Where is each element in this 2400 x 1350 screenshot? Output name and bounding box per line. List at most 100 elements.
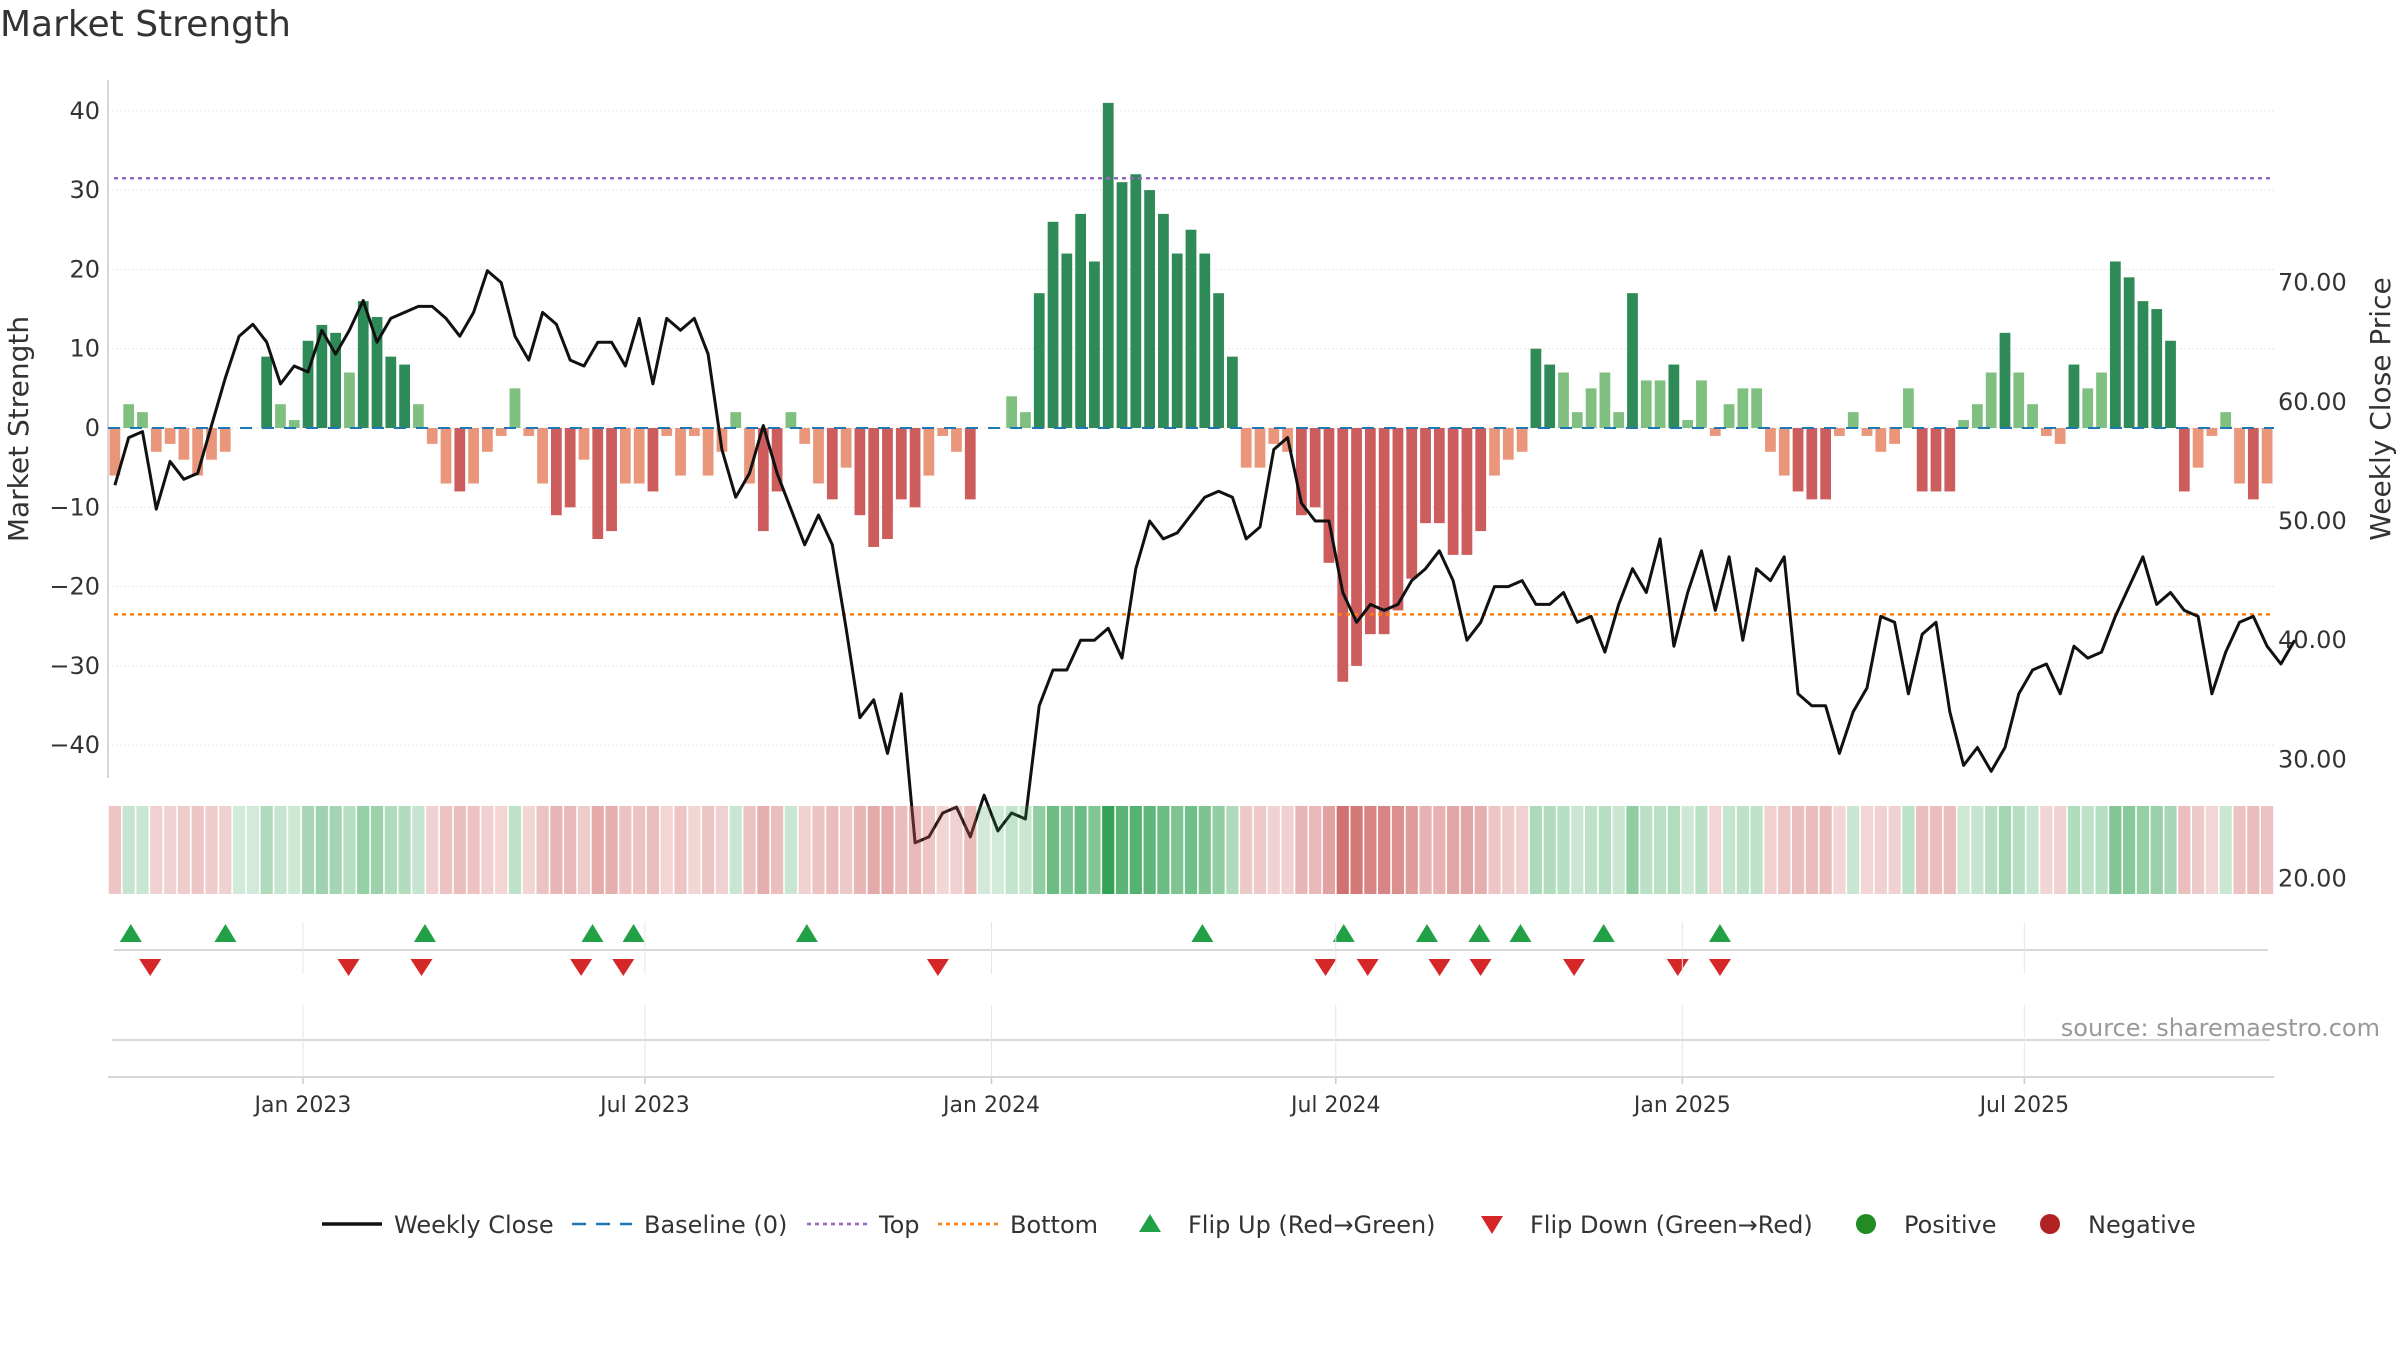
y-tick-label: −40 — [49, 731, 100, 759]
strength-bar — [178, 428, 190, 460]
strength-bar — [1516, 428, 1528, 452]
heat-strip-cell — [495, 806, 508, 894]
legend-label: Negative — [2088, 1211, 2196, 1239]
strength-bar — [1433, 428, 1445, 524]
strength-bar — [1199, 253, 1211, 428]
heat-strip-cell — [1295, 806, 1308, 894]
strength-bar — [1723, 404, 1735, 428]
flip-down-marker — [337, 959, 360, 976]
heat-strip-cell — [426, 806, 439, 894]
flip-up-marker — [1509, 924, 1532, 942]
strength-bar — [1861, 428, 1873, 436]
strength-bar — [275, 404, 286, 428]
heat-strip-cell — [964, 806, 977, 894]
heat-strip-cell — [1598, 806, 1611, 894]
x-tick-label: Jul 2024 — [1289, 1093, 1381, 1118]
strength-bar — [1240, 428, 1252, 468]
strength-bar — [206, 428, 217, 460]
y-right-tick-label: 30.00 — [2278, 745, 2347, 773]
strength-bar — [1654, 380, 1666, 428]
legend-label: Positive — [1904, 1211, 1997, 1239]
flip-up-marker — [119, 924, 142, 942]
heat-strip-cell — [1764, 806, 1777, 894]
strength-bar — [426, 428, 438, 444]
heat-strip-cell — [177, 806, 190, 894]
heat-strip-cell — [1653, 806, 1667, 894]
strength-bar — [1820, 428, 1832, 500]
heat-strip-cell — [2247, 806, 2260, 894]
strength-bar — [385, 356, 397, 428]
strength-bar — [2234, 428, 2245, 484]
heat-strip-cell — [1336, 806, 1349, 894]
heat-strip-cell — [1557, 806, 1570, 894]
strength-bar — [1999, 332, 2011, 428]
legend-label: Top — [878, 1211, 920, 1239]
strength-bar — [564, 428, 576, 508]
flip-down-marker — [1428, 959, 1451, 976]
heat-strip-cell — [2109, 806, 2122, 894]
strength-bar — [1406, 428, 1418, 579]
heat-strip-cell — [1874, 806, 1887, 894]
x-tick-label: Jan 2025 — [1632, 1093, 1731, 1118]
legend-item: Weekly Close — [322, 1211, 554, 1239]
y-tick-label: 40 — [69, 97, 100, 125]
strength-bar — [261, 356, 273, 428]
strength-bar — [2096, 372, 2107, 428]
strength-bar — [1930, 428, 1942, 492]
heat-strip-cell — [1226, 806, 1239, 894]
strength-bar — [757, 428, 769, 532]
legend-swatch — [2040, 1214, 2060, 1234]
strength-bar — [1185, 229, 1197, 428]
strength-bar — [1171, 253, 1183, 428]
strength-bar — [1571, 412, 1583, 428]
heat-strip-cell — [1916, 806, 1929, 894]
heat-strip-cell — [2192, 806, 2205, 894]
heat-strip-cell — [301, 806, 315, 894]
flip-down-marker — [570, 959, 593, 976]
strength-bar — [1806, 428, 1818, 500]
flip-down-marker — [1708, 959, 1731, 976]
strength-bar — [219, 428, 231, 452]
heat-strip-cell — [2081, 806, 2094, 894]
flip-up-marker — [795, 924, 818, 942]
strength-bar — [550, 428, 562, 516]
heat-strip-cell — [1681, 806, 1694, 894]
heat-strip-cell — [1460, 806, 1474, 894]
strength-bar — [1351, 428, 1362, 666]
heat-strip-cell — [191, 806, 204, 894]
strength-bar — [1985, 372, 1997, 428]
source-attribution: source: sharemaestro.com — [2060, 1014, 2380, 1042]
strength-bar — [1944, 428, 1956, 492]
y-tick-label: 10 — [69, 335, 100, 363]
strength-bar — [1737, 388, 1749, 428]
heat-strip-cell — [150, 806, 163, 894]
heat-strip-cell — [688, 806, 701, 894]
heat-strip-cell — [1819, 806, 1832, 894]
heat-strip-cell — [1433, 806, 1446, 894]
y-tick-label: 0 — [85, 414, 100, 442]
strength-bar — [1392, 428, 1404, 611]
strength-bar — [1116, 182, 1128, 428]
heat-strip-cell — [895, 806, 908, 894]
heat-strip-cell — [1833, 806, 1846, 894]
strength-bar — [1475, 428, 1487, 532]
strength-bar — [2123, 277, 2135, 428]
heat-strip-cell — [219, 806, 232, 894]
heat-strip-cell — [674, 806, 687, 894]
strength-bar — [1130, 174, 1142, 428]
heat-strip-cell — [1184, 806, 1198, 894]
strength-bar — [1916, 428, 1928, 492]
heat-strip-cell — [922, 806, 935, 894]
heat-strip-cell — [812, 806, 825, 894]
heat-strip-cell — [702, 806, 715, 894]
strength-bar — [1337, 428, 1349, 682]
heat-strip-cell — [508, 806, 522, 894]
heat-strip-cell — [1736, 806, 1749, 894]
heat-strip-cell — [1033, 806, 1046, 894]
strength-bar — [1585, 388, 1597, 428]
heat-strip-cell — [1447, 806, 1460, 894]
heat-strip-cell — [1985, 806, 1998, 894]
strength-bar — [150, 428, 162, 452]
heat-strip-cell — [1171, 806, 1184, 894]
strength-bar — [1613, 412, 1625, 428]
